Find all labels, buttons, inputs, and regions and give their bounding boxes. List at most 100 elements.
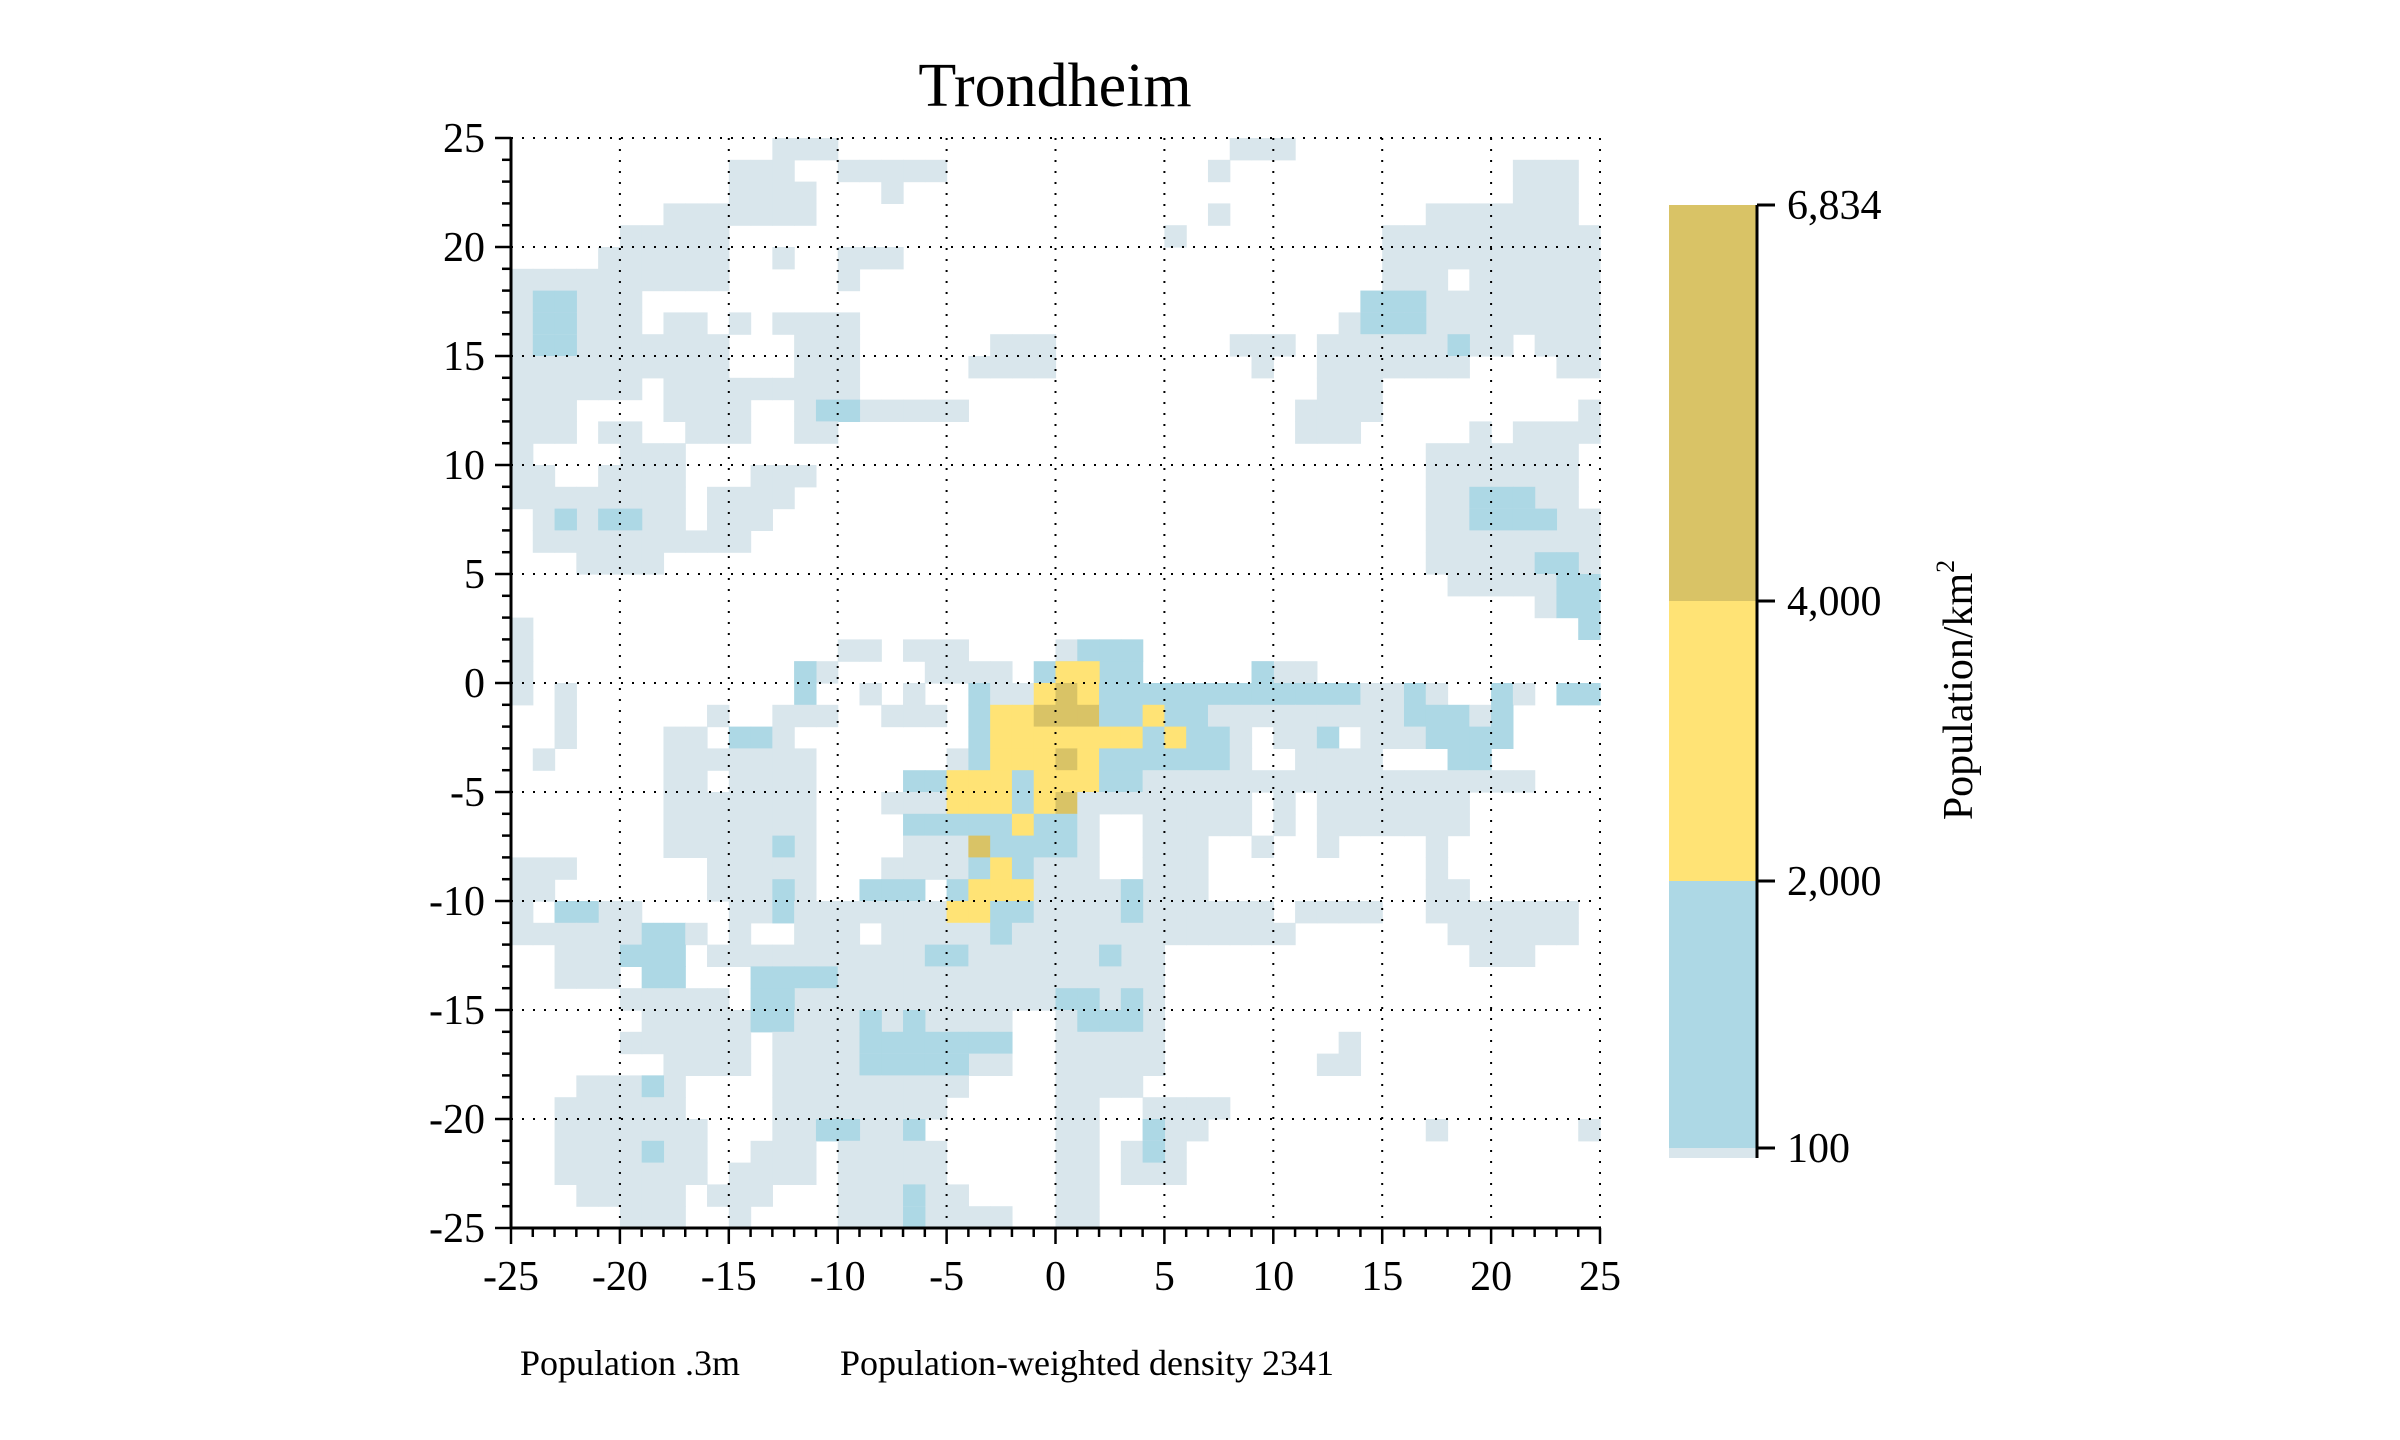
heatmap-cell bbox=[1295, 901, 1318, 924]
heatmap-cell bbox=[1447, 443, 1470, 466]
heatmap-cell bbox=[859, 247, 882, 270]
heatmap-cell bbox=[663, 508, 686, 531]
heatmap-cell bbox=[685, 1053, 708, 1076]
heatmap-cell bbox=[837, 399, 861, 422]
heatmap-cell bbox=[750, 377, 773, 401]
heatmap-cell bbox=[750, 1010, 773, 1033]
heatmap-cell bbox=[1120, 944, 1144, 967]
heatmap-cell bbox=[1425, 312, 1449, 335]
heatmap-cell bbox=[1229, 813, 1253, 837]
heatmap-cell bbox=[532, 879, 556, 902]
heatmap-cell bbox=[946, 1053, 969, 1076]
heatmap-cell bbox=[1316, 748, 1340, 771]
heatmap-cell bbox=[619, 421, 643, 444]
heatmap-cell bbox=[903, 1010, 926, 1033]
heatmap-cell bbox=[663, 399, 686, 422]
y-tick-label: 0 bbox=[464, 661, 485, 707]
heatmap-cell bbox=[1403, 683, 1427, 706]
heatmap-cell bbox=[859, 1206, 882, 1229]
heatmap-cell bbox=[598, 465, 621, 488]
heatmap-cell bbox=[685, 748, 708, 771]
heatmap-cell bbox=[1425, 901, 1449, 924]
heatmap-cell bbox=[511, 879, 534, 902]
heatmap-cell bbox=[1077, 922, 1100, 946]
heatmap-cell bbox=[1295, 683, 1318, 706]
heatmap-cell bbox=[1469, 944, 1492, 967]
heatmap-cell bbox=[1469, 334, 1492, 357]
heatmap-cell bbox=[1425, 1119, 1449, 1142]
heatmap-cell bbox=[772, 879, 795, 902]
heatmap-cell bbox=[1011, 922, 1035, 946]
heatmap-cell bbox=[1055, 835, 1078, 858]
heatmap-cell bbox=[1186, 726, 1209, 749]
heatmap-cell bbox=[1491, 290, 1514, 313]
heatmap-cell bbox=[663, 1097, 686, 1120]
heatmap-cell bbox=[1425, 792, 1449, 815]
heatmap-cell bbox=[1120, 901, 1144, 924]
heatmap-cell bbox=[903, 813, 926, 837]
heatmap-cell bbox=[859, 1162, 882, 1185]
heatmap-cell bbox=[1382, 356, 1405, 379]
heatmap-cell bbox=[794, 1162, 817, 1185]
heatmap-cell bbox=[532, 377, 556, 401]
heatmap-cell bbox=[1164, 813, 1187, 837]
heatmap-cell bbox=[881, 704, 904, 728]
heatmap-cell bbox=[707, 1031, 730, 1055]
heatmap-cell bbox=[619, 1184, 643, 1207]
heatmap-cell bbox=[707, 879, 730, 902]
heatmap-cell bbox=[685, 225, 708, 248]
heatmap-cell bbox=[598, 334, 621, 357]
heatmap-cell bbox=[1425, 465, 1449, 488]
heatmap-cell bbox=[1251, 704, 1274, 728]
heatmap-cell bbox=[1578, 421, 1601, 444]
heatmap-cell bbox=[1033, 922, 1057, 946]
heatmap-cell bbox=[554, 683, 577, 706]
heatmap-cell bbox=[1229, 683, 1253, 706]
heatmap-cell bbox=[772, 1010, 795, 1033]
heatmap-cell bbox=[1011, 966, 1035, 989]
heatmap-cell bbox=[1099, 748, 1122, 771]
heatmap-cell bbox=[1033, 966, 1057, 989]
heatmap-cell bbox=[1099, 726, 1122, 749]
heatmap-cell bbox=[1011, 726, 1035, 749]
heatmap-cell bbox=[1077, 726, 1100, 749]
heatmap-cell bbox=[1251, 922, 1274, 946]
heatmap-cell bbox=[554, 901, 577, 924]
heatmap-cell bbox=[576, 530, 599, 553]
heatmap-cell bbox=[1273, 922, 1296, 946]
heatmap-cell bbox=[1469, 552, 1492, 575]
heatmap-cell bbox=[794, 1010, 817, 1033]
heatmap-cell bbox=[946, 901, 969, 924]
heatmap-cell bbox=[663, 465, 686, 488]
heatmap-cell bbox=[881, 247, 904, 270]
heatmap-cell bbox=[1512, 312, 1536, 335]
heatmap-cell bbox=[728, 813, 752, 837]
heatmap-cell bbox=[1447, 813, 1470, 837]
heatmap-cell bbox=[903, 792, 926, 815]
x-tick-label: -15 bbox=[701, 1254, 757, 1300]
heatmap-cell bbox=[1338, 901, 1362, 924]
heatmap-cell bbox=[968, 901, 991, 924]
heatmap-cell bbox=[1469, 465, 1492, 488]
heatmap-cell bbox=[990, 835, 1013, 858]
heatmap-cell bbox=[1556, 356, 1579, 379]
heatmap-cell bbox=[728, 1053, 752, 1076]
heatmap-cell bbox=[1011, 879, 1035, 902]
heatmap-cell bbox=[1011, 356, 1035, 379]
heatmap-cell bbox=[903, 944, 926, 967]
heatmap-cell bbox=[619, 1031, 643, 1055]
heatmap-cell bbox=[859, 159, 882, 183]
heatmap-cell bbox=[1556, 443, 1579, 466]
heatmap-cell bbox=[924, 639, 948, 662]
heatmap-cell bbox=[576, 1184, 599, 1207]
heatmap-cell bbox=[837, 159, 861, 183]
heatmap-cell bbox=[1534, 530, 1558, 553]
heatmap-cell bbox=[1447, 770, 1470, 793]
colorbar-bin-d bbox=[1669, 205, 1757, 601]
heatmap-cell bbox=[903, 1206, 926, 1229]
heatmap-cell bbox=[881, 922, 904, 946]
heatmap-cell bbox=[1425, 334, 1449, 357]
heatmap-cell bbox=[1186, 857, 1209, 880]
heatmap-cell bbox=[1207, 159, 1231, 183]
heatmap-cell bbox=[511, 443, 534, 466]
